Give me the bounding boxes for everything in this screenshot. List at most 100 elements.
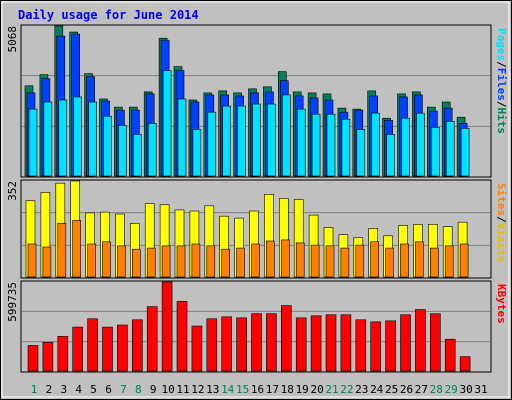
x-tick-label: 10 bbox=[161, 383, 174, 396]
x-tick-label: 31 bbox=[474, 383, 487, 396]
bar bbox=[177, 98, 187, 177]
bar bbox=[42, 342, 54, 372]
x-tick-label: 23 bbox=[355, 383, 368, 396]
legend: Pages/Files/Hits bbox=[495, 28, 508, 134]
bar bbox=[280, 305, 292, 372]
x-tick-label: 24 bbox=[370, 383, 384, 396]
bar bbox=[415, 241, 424, 278]
bar bbox=[341, 118, 351, 177]
bar bbox=[310, 244, 320, 278]
bar bbox=[325, 245, 335, 278]
x-tick-label: 26 bbox=[400, 383, 413, 396]
legend-entry: Sites bbox=[495, 183, 508, 216]
bar bbox=[192, 129, 202, 177]
bar bbox=[43, 101, 53, 177]
bar bbox=[162, 70, 172, 177]
bar bbox=[340, 314, 352, 372]
bar bbox=[326, 113, 336, 177]
bar bbox=[28, 108, 38, 177]
bar bbox=[444, 338, 456, 372]
bar bbox=[266, 313, 277, 372]
bar bbox=[161, 245, 171, 278]
bar bbox=[266, 240, 275, 278]
x-tick-label: 25 bbox=[385, 383, 398, 396]
x-tick-label: 1 bbox=[31, 383, 38, 396]
bar bbox=[27, 243, 37, 278]
bar bbox=[237, 105, 246, 177]
bar bbox=[58, 99, 68, 177]
bar bbox=[340, 247, 350, 278]
x-tick-label: 30 bbox=[459, 383, 472, 396]
bar bbox=[444, 245, 454, 278]
bar bbox=[221, 316, 232, 372]
bar bbox=[236, 247, 245, 278]
x-tick-label: 19 bbox=[296, 383, 309, 396]
bar bbox=[460, 128, 470, 177]
y-tick-label: 5068 bbox=[6, 26, 19, 53]
bar bbox=[146, 247, 156, 278]
chart-title: Daily usage for June 2014 bbox=[18, 8, 199, 22]
x-tick-label: 12 bbox=[191, 383, 204, 396]
bar bbox=[87, 243, 96, 278]
bar bbox=[355, 319, 367, 372]
bar bbox=[102, 326, 113, 372]
bar bbox=[281, 94, 291, 177]
bar bbox=[459, 356, 471, 372]
bar bbox=[430, 127, 440, 177]
legend-separator: / bbox=[495, 101, 508, 108]
x-tick-label: 7 bbox=[120, 383, 127, 396]
bar bbox=[191, 325, 203, 372]
x-tick-label: 11 bbox=[176, 383, 189, 396]
x-tick-label: 8 bbox=[135, 383, 142, 396]
bar bbox=[206, 318, 218, 372]
bar bbox=[236, 317, 247, 372]
bar bbox=[161, 281, 173, 372]
bar bbox=[415, 309, 426, 372]
bar bbox=[117, 245, 126, 278]
legend-entry: KBytes bbox=[495, 284, 508, 324]
bar bbox=[57, 222, 67, 278]
legend-entry: Visits bbox=[495, 223, 508, 263]
bar bbox=[295, 242, 305, 278]
y-tick-label: 599735 bbox=[6, 282, 19, 322]
bar bbox=[42, 246, 52, 278]
y-tick-label: 352 bbox=[6, 181, 19, 201]
bar bbox=[416, 112, 425, 177]
bar bbox=[87, 318, 98, 372]
bar bbox=[429, 247, 439, 278]
bar bbox=[371, 112, 381, 177]
x-tick-label: 6 bbox=[105, 383, 112, 396]
bar bbox=[445, 120, 455, 177]
bar bbox=[221, 248, 230, 278]
bar bbox=[251, 313, 262, 372]
bar bbox=[325, 314, 337, 372]
x-tick-label: 5 bbox=[90, 383, 97, 396]
bar bbox=[146, 306, 158, 372]
bar bbox=[102, 241, 111, 278]
bar bbox=[400, 243, 409, 278]
bar bbox=[370, 321, 382, 372]
bar bbox=[72, 326, 83, 372]
bar bbox=[429, 313, 441, 372]
bar bbox=[252, 103, 261, 177]
x-tick-label: 21 bbox=[325, 383, 338, 396]
bar bbox=[176, 245, 186, 278]
bar bbox=[118, 125, 127, 177]
bar bbox=[132, 248, 141, 278]
bar bbox=[400, 314, 411, 372]
bar bbox=[296, 108, 306, 177]
bar bbox=[459, 243, 469, 278]
legend: KBytes bbox=[495, 284, 508, 324]
x-tick-label: 4 bbox=[75, 383, 82, 396]
x-tick-label: 28 bbox=[430, 383, 443, 396]
x-tick-label: 13 bbox=[206, 383, 219, 396]
x-tick-label: 27 bbox=[415, 383, 428, 396]
bar bbox=[251, 243, 260, 278]
x-tick-label: 22 bbox=[340, 383, 353, 396]
legend-entry: Files bbox=[495, 68, 508, 101]
bar bbox=[88, 101, 97, 177]
bar bbox=[147, 122, 157, 177]
